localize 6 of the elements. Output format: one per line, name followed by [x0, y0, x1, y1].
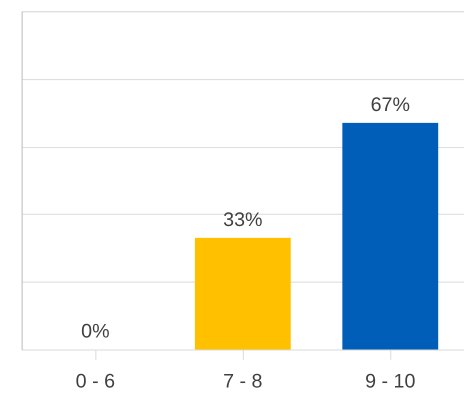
data-label: 0% [81, 320, 110, 343]
data-label: 67% [370, 94, 410, 116]
x-tick-label: 0 - 6 [76, 370, 116, 392]
x-tick-label: 7 - 8 [223, 370, 263, 392]
data-label: 33% [223, 209, 262, 232]
x-tick-label: 9 - 10 [365, 370, 416, 392]
